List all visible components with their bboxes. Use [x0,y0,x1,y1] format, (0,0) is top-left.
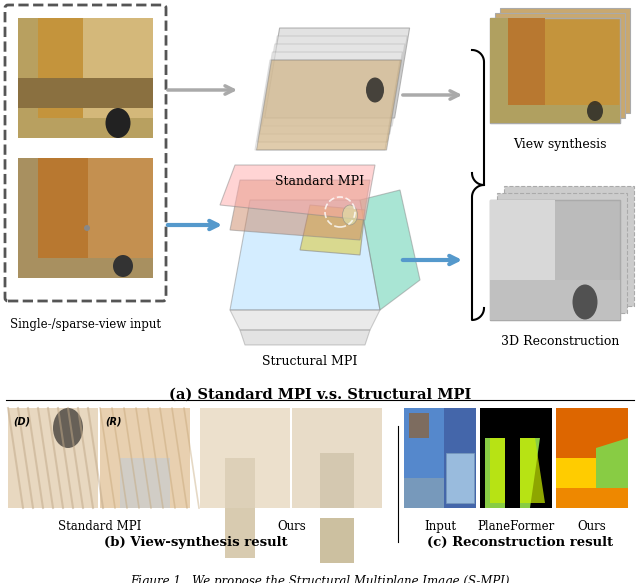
Bar [490,18,620,123]
Circle shape [84,225,90,231]
Ellipse shape [106,108,131,138]
Polygon shape [490,438,545,503]
Text: PlaneFormer: PlaneFormer [477,520,555,533]
Bar [18,78,153,108]
Polygon shape [596,438,628,508]
Bar [490,200,555,320]
Bar [444,408,476,508]
Polygon shape [230,180,370,240]
Polygon shape [255,60,400,150]
Bar [18,258,153,278]
Bar [8,408,98,508]
Polygon shape [257,60,401,150]
Bar [18,18,153,138]
Bar [495,18,545,123]
Bar [409,413,429,438]
Bar [490,200,620,320]
Circle shape [79,85,85,91]
Bar [320,518,354,563]
Ellipse shape [342,205,358,225]
Polygon shape [260,44,405,134]
Bar [556,488,628,508]
Text: Figure 1   We propose the Structural Multiplane Image (S-MPI): Figure 1 We propose the Structural Multi… [131,575,509,583]
Text: 3D Reconstruction: 3D Reconstruction [501,335,619,348]
Bar [505,408,520,508]
Bar [480,408,552,508]
Polygon shape [230,200,380,310]
Bar [120,458,170,508]
FancyBboxPatch shape [5,5,166,301]
Text: (D): (D) [13,416,30,426]
Polygon shape [230,310,380,330]
Bar [495,13,625,118]
Bar [200,408,290,508]
Bar [18,158,153,278]
Text: Standard MPI: Standard MPI [58,520,141,533]
Polygon shape [240,330,370,345]
Text: View synthesis: View synthesis [513,138,607,151]
Polygon shape [300,205,365,255]
Polygon shape [220,165,375,220]
Ellipse shape [53,408,83,448]
Polygon shape [360,190,420,310]
Bar [23,158,88,278]
Ellipse shape [113,255,133,277]
Bar [225,458,255,508]
Polygon shape [257,52,403,142]
Text: Ours: Ours [578,520,606,533]
Text: (c) Reconstruction result: (c) Reconstruction result [427,536,613,549]
Text: Structural MPI: Structural MPI [262,355,358,368]
Bar [504,186,634,306]
Text: (b) View-synthesis result: (b) View-synthesis result [104,536,288,549]
Text: (R): (R) [105,416,122,426]
Bar [18,158,38,278]
Bar [556,408,628,508]
Bar [446,453,474,503]
Bar [225,508,255,558]
Bar [490,18,620,123]
Bar [500,8,630,113]
Ellipse shape [573,285,598,319]
Bar [404,408,476,508]
Text: Ours: Ours [278,520,307,533]
Bar [490,200,620,320]
Text: (a) Standard MPI v.s. Structural MPI: (a) Standard MPI v.s. Structural MPI [169,388,471,402]
Bar [292,408,382,508]
Polygon shape [262,36,407,126]
Polygon shape [556,458,596,508]
Text: Input: Input [424,520,456,533]
Ellipse shape [366,78,384,103]
Bar [490,105,620,123]
Bar [18,118,153,138]
Bar [490,18,508,123]
Bar [18,18,38,138]
Bar [497,193,627,313]
Polygon shape [485,438,540,508]
Bar [320,453,354,508]
Text: Standard MPI: Standard MPI [275,175,365,188]
Bar [23,18,83,138]
Ellipse shape [587,101,603,121]
Bar [490,280,620,320]
Polygon shape [264,28,410,118]
Text: Single-/sparse-view input: Single-/sparse-view input [10,318,161,331]
Bar [100,408,190,508]
Bar [404,478,476,508]
